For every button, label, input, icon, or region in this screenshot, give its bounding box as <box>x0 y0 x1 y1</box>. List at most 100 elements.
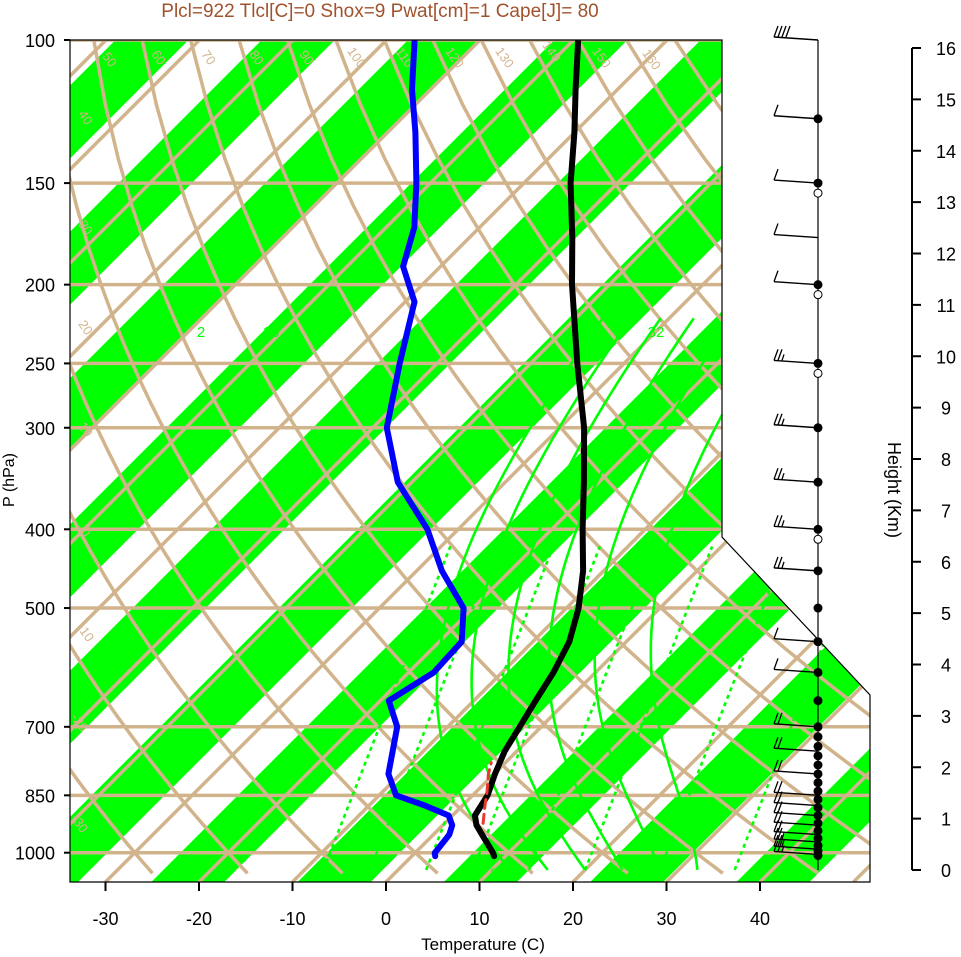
dry-adiabat-line <box>140 40 724 875</box>
dry-adiabat-line <box>92 40 629 875</box>
wind-barb-shaft <box>773 233 819 239</box>
height-tick-label: 7 <box>941 501 951 521</box>
wind-barb-feather <box>773 270 779 282</box>
wind-barb-shaft <box>773 811 819 817</box>
dry-adiabat-label: -10 <box>74 620 97 644</box>
height-tick-label: 16 <box>936 39 956 59</box>
wind-barb-shaft <box>773 424 819 429</box>
wind-barb-feather <box>777 349 783 361</box>
level-dot <box>813 732 823 742</box>
wind-barb-shaft <box>773 850 819 856</box>
level-dot <box>813 794 823 804</box>
wind-barb-shaft <box>773 115 819 120</box>
moist-adiabat-line <box>470 317 633 871</box>
wind-barb-feather <box>773 658 779 670</box>
level-open-circle <box>813 290 823 300</box>
sounding-series <box>383 40 588 860</box>
level-dot <box>813 841 823 851</box>
height-tick-label: 9 <box>941 399 951 419</box>
dry-adiabat-label: 30 <box>75 217 96 237</box>
wind-barb-feather <box>777 712 783 725</box>
wind-barb-feather <box>777 827 783 840</box>
mixing-ratio-line <box>658 546 789 871</box>
x-tick-label: 30 <box>656 909 676 929</box>
height-tick-label: 1 <box>941 810 951 830</box>
x-tick-label: -10 <box>279 909 305 929</box>
green-band <box>70 40 522 882</box>
wind-profile <box>773 25 823 870</box>
wind-barb-feather <box>773 413 779 425</box>
plot-frame <box>69 39 871 883</box>
height-tick-label: 11 <box>937 296 956 316</box>
wind-barb-half-feather <box>781 561 785 569</box>
height-axis-label: Height (Km) <box>884 442 904 538</box>
wind-barb-feather <box>773 515 779 527</box>
isotherm-label: 10 <box>741 533 771 563</box>
x-axis-label: Temperature (C) <box>421 935 545 954</box>
dry-adiabat-label: 90 <box>296 47 317 67</box>
mixing-ratio-line <box>527 546 658 871</box>
axes: -30 -20 -10 0 10 20 30 401001502002503004005007… <box>15 31 956 929</box>
moist-adiabat-line <box>507 317 662 871</box>
wind-barb-feather <box>773 556 779 569</box>
dry-adiabat-label: 70 <box>198 47 219 67</box>
dry-adiabat-line <box>431 40 870 875</box>
level-dot <box>813 778 823 788</box>
height-tick-label: 2 <box>941 758 951 778</box>
moist-adiabat-line <box>649 317 782 871</box>
dry-adiabat-label: 10 <box>75 419 96 439</box>
isotherm-line <box>571 40 870 882</box>
wind-barb-shaft <box>773 637 819 643</box>
dry-adiabat-line <box>70 40 439 875</box>
dry-adiabat-line <box>917 40 961 873</box>
isotherm-line <box>70 40 428 882</box>
x-tick-label: -20 <box>186 909 212 929</box>
wind-barb-feather <box>785 25 791 38</box>
wind-barb-feather <box>773 104 779 116</box>
wind-barb-shaft <box>773 747 819 752</box>
wind-barb-shaft <box>773 179 819 184</box>
isotherm-label: 0 <box>721 455 743 478</box>
dry-adiabat-label: 60 <box>148 47 169 67</box>
dry-adiabat-line <box>70 40 534 875</box>
moist-adiabat-label: 2 <box>197 324 205 341</box>
wind-barb-shaft <box>773 821 819 826</box>
wind-barb-shaft <box>773 359 819 365</box>
wind-barb-feather <box>777 515 783 527</box>
green-band <box>70 40 814 882</box>
level-dot <box>813 760 823 770</box>
wind-barb-feather <box>777 759 783 772</box>
wind-barb-shaft <box>773 478 819 483</box>
wind-barb-feather <box>773 223 779 235</box>
dry-adiabat-line <box>334 40 870 875</box>
height-tick-label: 12 <box>936 245 956 265</box>
parcel-line <box>481 761 493 825</box>
y-axis-label: P (hPa) <box>1 453 18 507</box>
wind-barb-shaft <box>773 830 819 836</box>
wind-barb-shaft <box>773 791 819 797</box>
wind-barb-feather <box>773 168 779 181</box>
dry-adiabat-line <box>237 40 870 875</box>
wind-barb-shaft <box>773 567 819 572</box>
wind-barb-feather <box>781 25 787 38</box>
wind-barb-feather <box>773 791 779 803</box>
wind-barb-shaft <box>773 838 819 843</box>
dry-adiabat-line <box>382 40 870 875</box>
level-dot <box>813 603 823 613</box>
y-tick-label: 150 <box>25 174 55 194</box>
wind-barb-half-feather <box>781 472 785 480</box>
dry-adiabat-line <box>285 40 870 875</box>
height-tick-label: 3 <box>941 707 951 727</box>
moist-adiabat-line <box>593 317 734 871</box>
level-dot <box>813 741 823 751</box>
wind-barb-feather <box>773 736 779 749</box>
dry-adiabat-line <box>70 40 249 875</box>
wind-barb-feather <box>777 25 783 38</box>
x-tick-label: 20 <box>563 909 583 929</box>
moist-adiabat-line <box>547 317 695 871</box>
wind-barb-feather <box>773 25 779 38</box>
x-tick-label: -30 <box>92 909 118 929</box>
mixing-ratio-label: 8 <box>490 865 498 881</box>
height-tick-label: 0 <box>941 861 951 881</box>
